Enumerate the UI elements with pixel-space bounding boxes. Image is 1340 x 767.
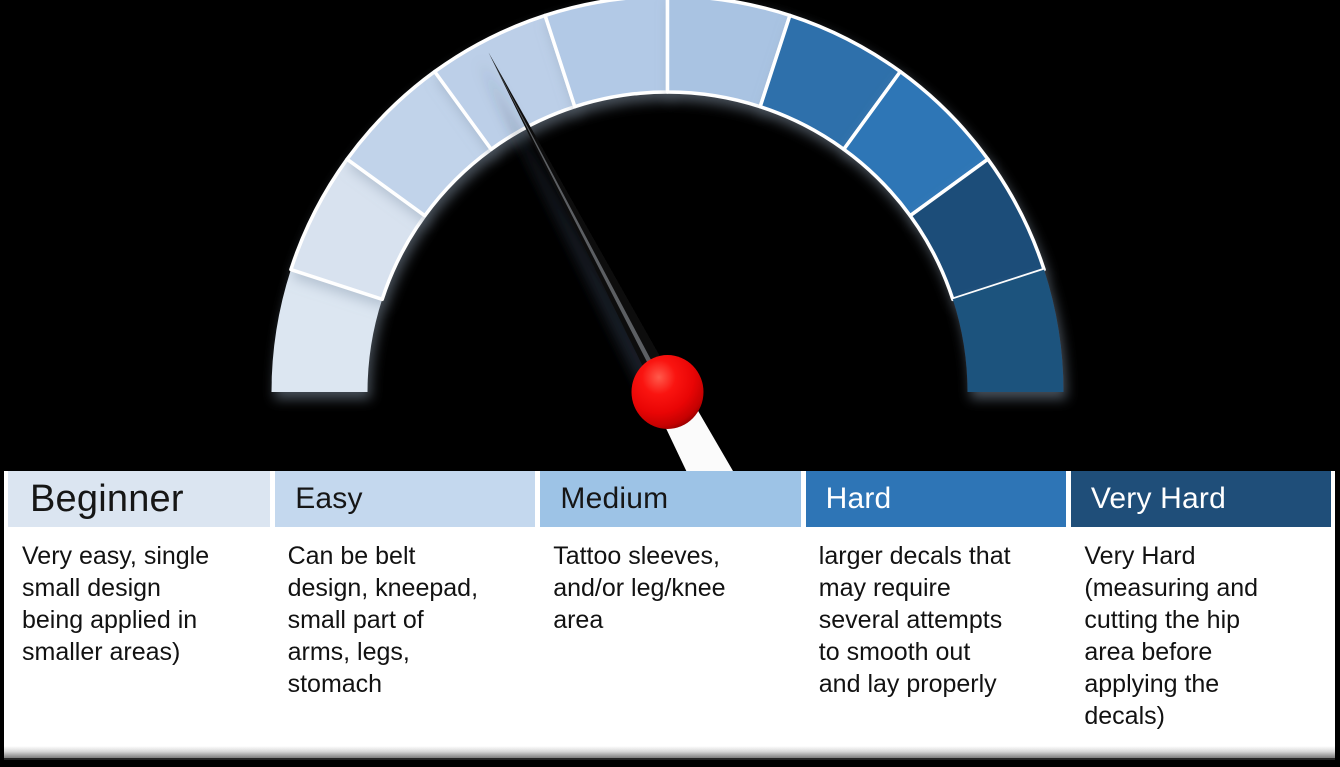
gauge-needle-sheen bbox=[488, 52, 668, 395]
gauge-needle bbox=[488, 52, 678, 398]
gauge-segment-beginner-1 bbox=[271, 269, 383, 392]
column-body-medium: Tattoo sleeves, and/or leg/knee area bbox=[553, 542, 726, 634]
column-header-easy: Easy bbox=[275, 471, 536, 527]
table-body-row: Very easy, single small design being app… bbox=[8, 527, 1331, 746]
gauge-needle-hub bbox=[631, 355, 704, 429]
column-body-easy: Can be belt design, kneepad, small part … bbox=[287, 542, 479, 698]
column-body-hard: larger decals that may require several a… bbox=[818, 542, 1011, 698]
column-body-beginner: Very easy, single small design being app… bbox=[22, 542, 210, 666]
column-header-medium: Medium bbox=[540, 471, 801, 527]
table-header-row: Beginner Easy Medium Hard Very Hard bbox=[8, 471, 1332, 527]
column-header-beginner: Beginner bbox=[8, 471, 271, 527]
gauge-segment-very-hard-2 bbox=[952, 269, 1064, 392]
column-body-very-hard: Very Hard (measuring and cutting the hip… bbox=[1084, 542, 1259, 730]
column-header-very-hard: Very Hard bbox=[1070, 471, 1332, 527]
column-header-hard: Hard bbox=[805, 471, 1066, 527]
difficulty-table: Beginner Easy Medium Hard Very Hard Very… bbox=[4, 471, 1335, 760]
table-bottom-shadow-edge bbox=[4, 746, 1335, 760]
gauge-segment-ring bbox=[271, 0, 1064, 392]
